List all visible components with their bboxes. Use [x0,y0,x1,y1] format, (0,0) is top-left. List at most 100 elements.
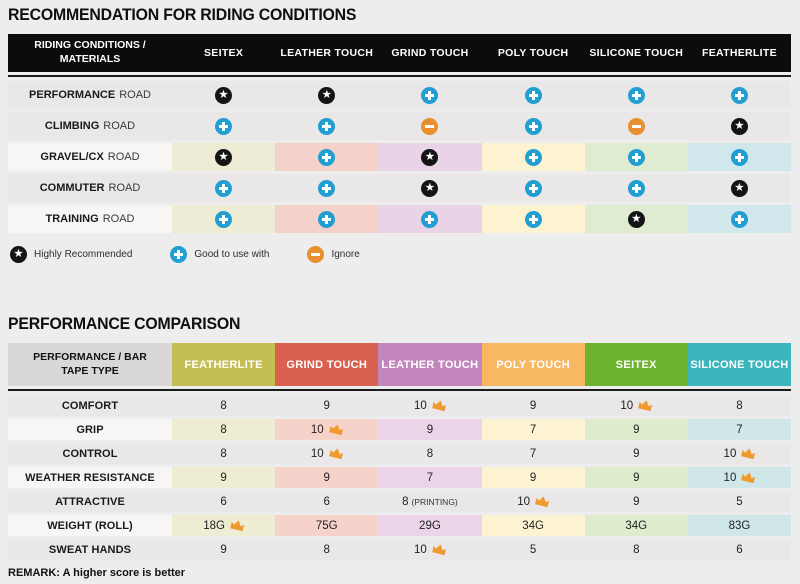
performance-row-attractive: ATTRACTIVE 6 6 8 (PRINTING) 10 9 5 [8,491,791,512]
score-cell: 10 [688,443,791,464]
row-label: CLIMBING ROAD [8,112,172,140]
riding-conditions-title: RECOMMENDATION FOR RIDING CONDITIONS [8,6,357,24]
plus-icon [318,210,336,228]
score-value: 75G [315,519,338,532]
score-cell: 75G [275,515,379,536]
rating-cell [275,205,379,233]
rating-cell [482,81,585,109]
column-header-silicone-touch: SILICONE TOUCH [589,47,684,59]
score-cell: 8 [172,395,275,416]
rating-cell [584,205,688,233]
score-value: 9 [323,471,330,484]
plus-icon [627,148,645,166]
star-icon [215,148,233,166]
score-value: 9 [633,423,640,436]
plus-icon [524,86,542,104]
plus-icon [730,148,748,166]
score-cell: 8 [275,539,378,560]
score-value: 8 [220,447,227,460]
score-value: 7 [426,471,434,484]
crown-icon [535,495,550,508]
score-value: 10 [414,399,427,412]
row-label: COMMUTER ROAD [8,174,172,202]
rating-cell [687,205,792,233]
row-label: WEATHER RESISTANCE [8,467,172,488]
plus-icon [524,148,542,166]
remark: REMARK: A higher score is better [8,567,186,579]
score-cell: 9 [275,395,378,416]
star-icon [421,148,439,166]
riding-row-performance: PERFORMANCE ROAD [8,81,791,109]
riding-row-gravel-cx: GRAVEL/CX ROAD [8,143,792,171]
score-value: 7 [736,423,743,436]
performance-row-comfort: COMFORT 8 9 10 9 10 8 [8,395,791,416]
plus-icon [730,210,748,228]
score-value: 10 [517,495,530,508]
rating-cell [172,174,275,202]
header-divider [8,389,791,391]
row-label: PERFORMANCE ROAD [8,81,172,109]
column-header-grind-touch: GRIND TOUCH [275,343,379,386]
score-cell: 34G [584,515,688,536]
crown-icon [638,399,653,412]
score-cell: 5 [688,491,791,512]
rating-cell [481,143,585,171]
score-cell: 34G [481,515,585,536]
plus-icon [627,179,645,197]
plus-icon [524,179,542,197]
row-label: WEIGHT (ROLL) [8,515,172,536]
minus-icon [421,117,439,135]
score-cell: 6 [172,491,275,512]
score-value: 7 [529,423,537,436]
plus-icon [318,117,336,135]
score-cell: 8 [172,443,275,464]
row-label-bold: PERFORMANCE [29,89,116,101]
rating-cell [585,112,688,140]
legend-label: Ignore [331,249,360,260]
star-icon [421,179,439,197]
riding-table-header-row: RIDING CONDITIONS / MATERIALS SEITEX LEAT… [8,34,791,72]
score-cell: 9 [378,419,482,440]
rating-cell [275,174,378,202]
score-value: 6 [220,495,227,508]
rating-cell [275,81,378,109]
score-value: 9 [529,399,537,412]
legend-item-highly-recommended: Highly Recommended [10,246,132,263]
score-cell: 10 [378,539,481,560]
plus-icon [170,246,188,263]
column-header-poly-touch: POLY TOUCH [497,47,569,59]
row-label: ATTRACTIVE [55,495,125,508]
score-cell: 29G [378,515,482,536]
score-value: 18G [203,519,225,532]
minus-icon [307,246,325,263]
performance-comparison-title: PERFORMANCE COMPARISON [8,315,241,333]
score-cell: 9 [275,467,379,488]
minus-icon [627,117,645,135]
crown-icon [432,399,447,412]
score-value: 6 [323,495,330,508]
score-cell: 9 [482,395,585,416]
score-value: 8 [633,543,640,556]
score-cell: 6 [275,491,378,512]
score-value: 8 [426,447,434,460]
performance-row-control: CONTROL 8 10 8 7 9 10 [8,443,791,464]
rating-cell [378,205,482,233]
score-value: 8 [220,423,227,436]
header-divider [8,75,791,77]
score-value: 10 [723,471,737,484]
score-cell: 6 [688,539,791,560]
riding-row-training: TRAINING ROAD [8,205,792,233]
riding-table-body: PERFORMANCEROADCLIMBINGROADGRAVEL/CXROAD… [8,81,792,233]
score-cell: 9 [585,443,688,464]
legend-label: Good to use with [194,249,270,260]
row-label: COMFORT [61,399,119,412]
score-cell: 7 [482,443,585,464]
score-value: 9 [426,423,434,436]
score-value: 5 [529,543,537,556]
rating-cell [172,112,275,140]
score-cell: 10 [275,443,378,464]
legend-label: Highly Recommended [34,249,133,260]
row-label-rest: ROAD [107,151,140,163]
plus-icon [524,210,542,228]
plus-icon [627,86,645,104]
